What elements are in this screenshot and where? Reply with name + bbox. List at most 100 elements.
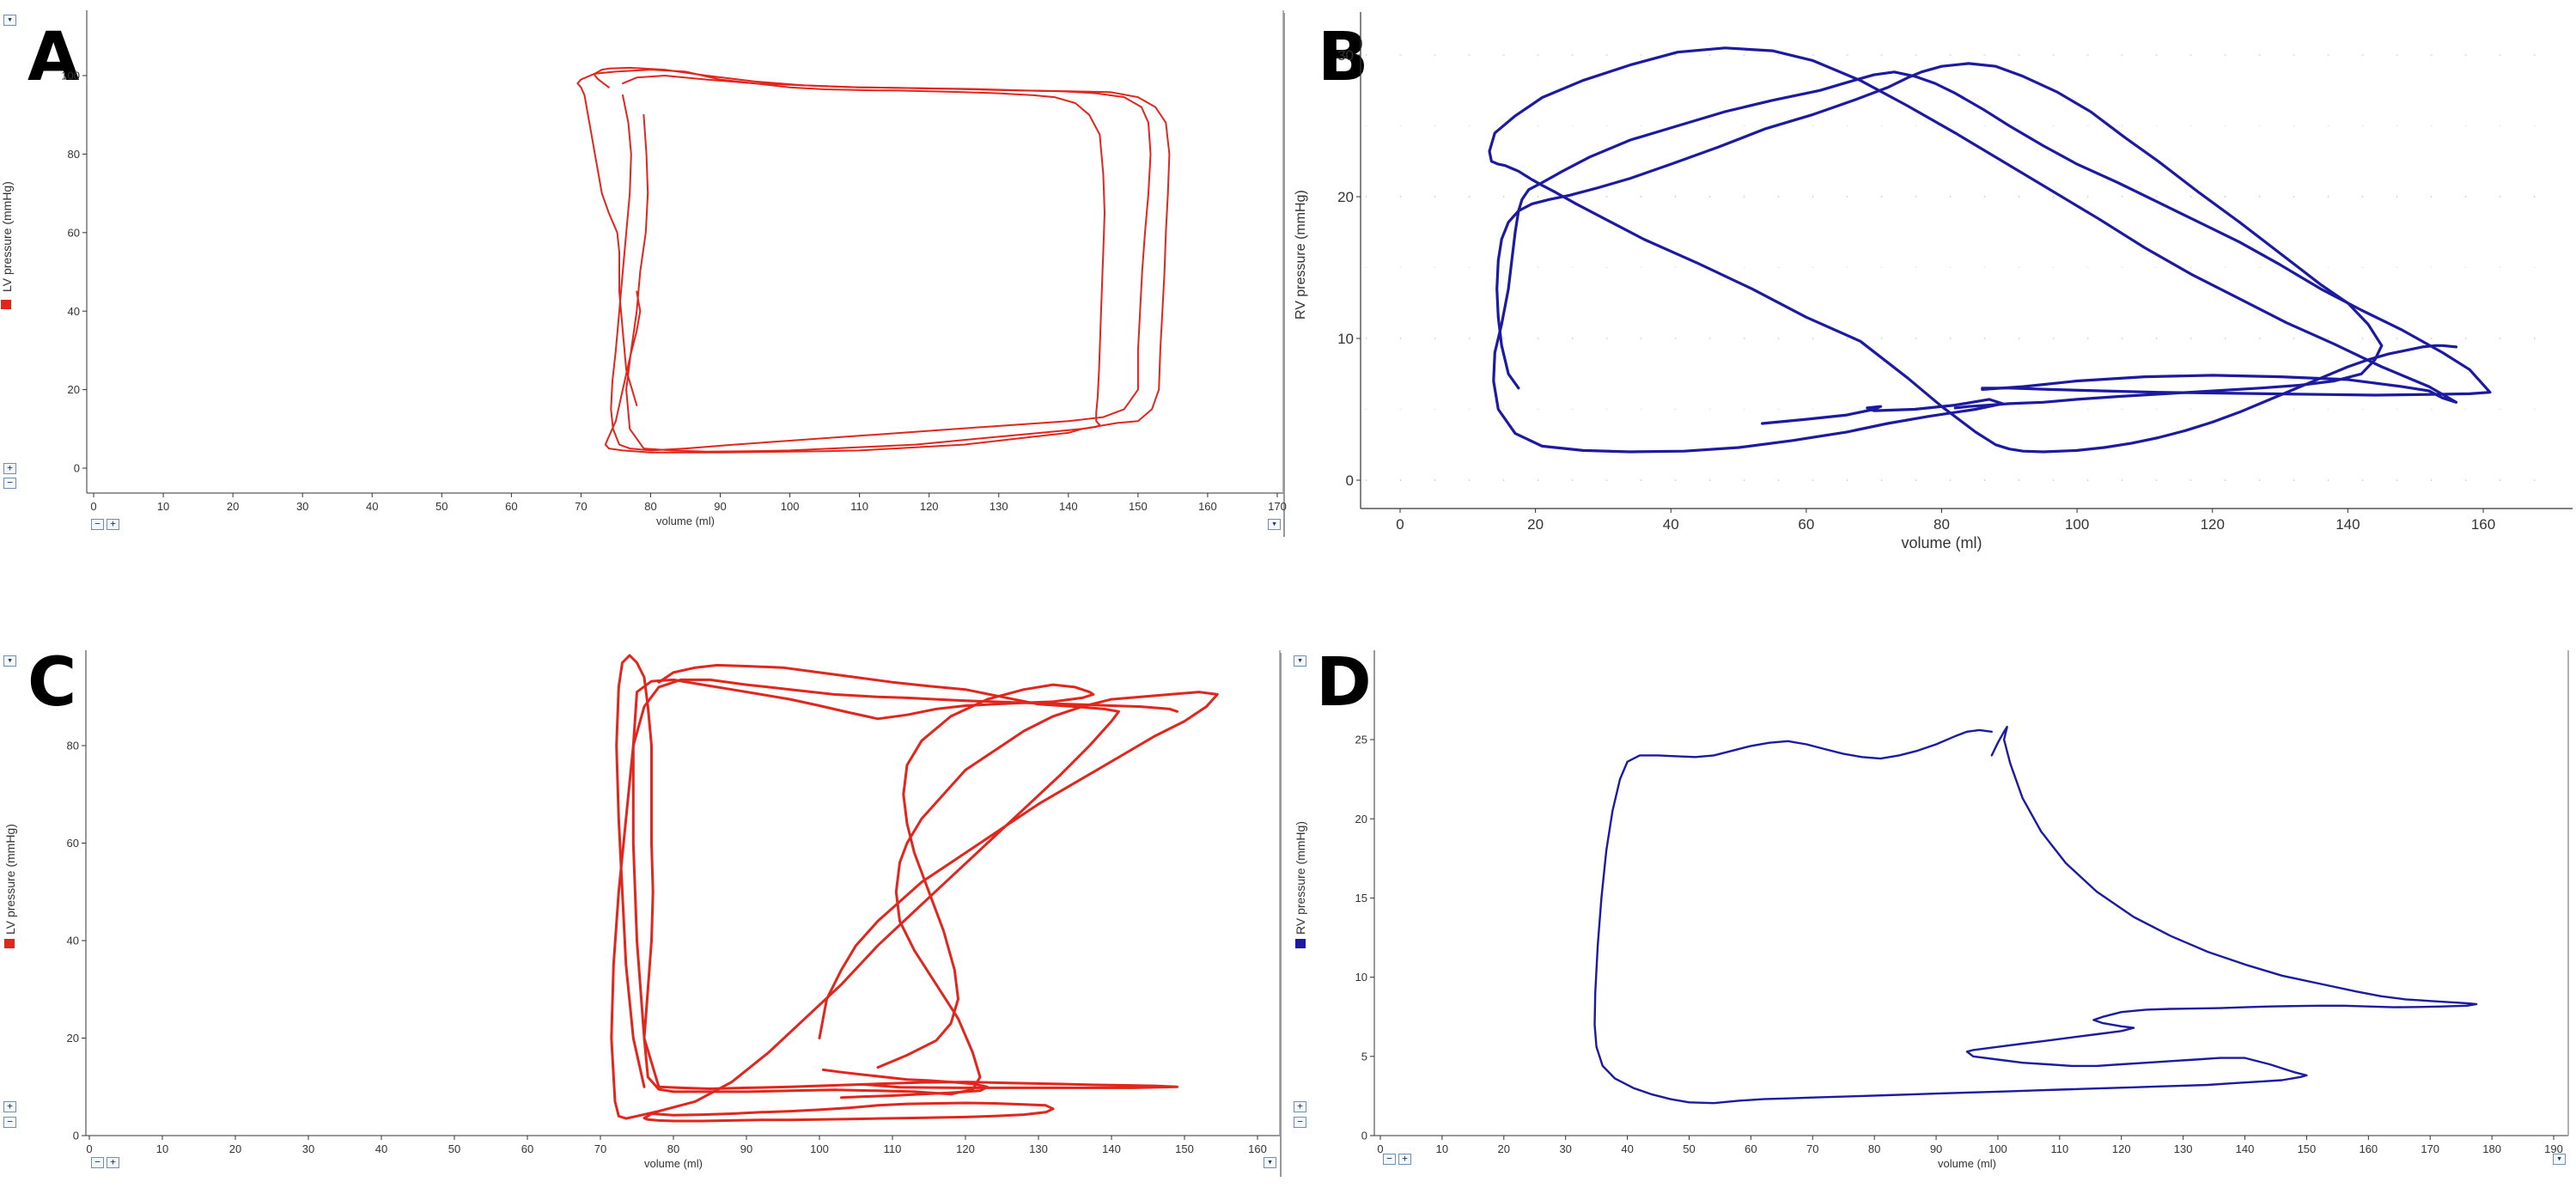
y-zoom-out-button[interactable]: − — [1294, 1117, 1306, 1128]
grid-dot — [2224, 479, 2226, 481]
grid-dot — [1537, 54, 1539, 56]
pv-loop-series-3 — [631, 678, 1178, 1090]
x-tick-label: 160 — [2471, 516, 2495, 533]
grid-dot — [1983, 479, 1986, 481]
grid-dot — [1640, 408, 1642, 411]
series-lines — [1593, 726, 2478, 1105]
y-tick-label: 10 — [1355, 971, 1367, 984]
grid-dot — [1365, 338, 1367, 339]
y-tick-label: 40 — [67, 935, 79, 947]
grid-dot — [2499, 266, 2501, 269]
panel-letter-a: A — [27, 19, 80, 96]
grid-dot — [2396, 266, 2398, 269]
grid-dot — [1434, 479, 1436, 481]
grid-dot — [1708, 125, 1711, 127]
grid-dot — [1640, 266, 1642, 269]
x-tick-label: 180 — [2482, 1142, 2501, 1155]
grid-dot — [2327, 196, 2329, 198]
grid-dot — [1983, 196, 1986, 198]
x-tick-label: 70 — [1806, 1142, 1818, 1155]
grid-dot — [2018, 54, 2020, 56]
grid-dot — [1983, 266, 1986, 269]
grid-dot — [1743, 266, 1745, 269]
x-scale-dropdown-button[interactable]: ▾ — [1264, 1157, 1276, 1168]
grid-dot — [2361, 196, 2364, 198]
x-tick-label: 100 — [810, 1142, 829, 1155]
grid-dot — [1537, 266, 1539, 269]
y-zoom-in-button[interactable]: + — [3, 1101, 16, 1112]
y-zoom-out-button[interactable]: − — [3, 478, 16, 489]
grid-dot — [1708, 54, 1711, 56]
grid-dot — [1983, 338, 1986, 339]
series-lines — [576, 66, 1171, 454]
x-tick-label: 150 — [2298, 1142, 2317, 1155]
grid-dot — [1571, 408, 1574, 411]
x-zoom-in-button[interactable]: + — [107, 519, 119, 530]
grid-dot — [1915, 54, 1917, 56]
grid-dot — [2396, 338, 2398, 339]
x-zoom-in-button[interactable]: + — [1398, 1154, 1411, 1165]
grid-dot — [2258, 266, 2261, 269]
x-ticks: 0 10 20 30 40 50 60 70 80 90 100 110 120 130 140 150 160… — [1377, 1136, 2563, 1155]
grid-dot — [1434, 54, 1436, 56]
x-tick-label: 120 — [956, 1142, 975, 1155]
x-tick-label: 50 — [435, 500, 448, 513]
grid-dot — [2018, 196, 2020, 198]
x-zoom-in-button[interactable]: + — [107, 1157, 119, 1168]
x-tick-label: 30 — [296, 500, 308, 513]
x-axis-label: volume (ml) — [656, 515, 715, 527]
grid-dot — [2224, 54, 2226, 56]
grid-dot — [1605, 338, 1608, 339]
grid-dot — [2464, 196, 2467, 198]
grid-dot — [1434, 408, 1436, 411]
grid-dot — [1365, 408, 1367, 411]
grid-dot — [1365, 54, 1367, 56]
x-zoom-out-button[interactable]: − — [91, 1157, 104, 1168]
pv-loop-series-3 — [1495, 62, 2384, 410]
x-tick-label: 40 — [366, 500, 378, 513]
x-tick-label: 40 — [1663, 516, 1679, 533]
y-tick-label: 100 — [61, 70, 80, 82]
grid-dot — [1571, 54, 1574, 56]
grid-dot — [2086, 266, 2089, 269]
grid-dot — [1743, 479, 1745, 481]
y-tick-label: 20 — [67, 1032, 79, 1045]
grid-dot — [2155, 338, 2158, 339]
grid-dot — [1502, 54, 1505, 56]
grid-dot — [2258, 54, 2261, 56]
grid-dot — [2361, 338, 2364, 339]
grid-dot — [2396, 125, 2398, 127]
x-tick-label: 0 — [1396, 516, 1404, 533]
grid-dot — [2293, 196, 2295, 198]
grid-dot — [1468, 408, 1471, 411]
grid-dot — [1605, 266, 1608, 269]
x-scale-dropdown-button[interactable]: ▾ — [2553, 1154, 2566, 1165]
y-scale-dropdown-button[interactable]: ▾ — [3, 655, 16, 667]
grid-dot — [1915, 479, 1917, 481]
grid-dot — [1502, 266, 1505, 269]
grid-dot — [2052, 479, 2055, 481]
grid-dot — [2533, 54, 2536, 56]
x-tick-label: 110 — [884, 1142, 902, 1155]
y-zoom-in-button[interactable]: + — [3, 463, 16, 474]
y-zoom-out-button[interactable]: − — [3, 1117, 16, 1128]
grid-dot — [2189, 408, 2192, 411]
grid-dot — [1777, 408, 1780, 411]
grid-dot — [2018, 266, 2020, 269]
y-tick-label: 60 — [68, 226, 80, 239]
y-tick-label: 5 — [1361, 1050, 1367, 1063]
x-tick-label: 120 — [920, 500, 939, 513]
grid-dot — [2155, 54, 2158, 56]
x-scale-dropdown-button[interactable]: ▾ — [1268, 519, 1281, 530]
y-zoom-in-button[interactable]: + — [1294, 1101, 1306, 1112]
grid-dot — [2361, 54, 2364, 56]
x-zoom-out-button[interactable]: − — [1383, 1154, 1396, 1165]
grid-dot — [1468, 479, 1471, 481]
x-tick-label: 160 — [1198, 500, 1217, 513]
grid-dot — [1880, 196, 1883, 198]
y-scale-dropdown-button[interactable]: ▾ — [3, 15, 16, 26]
x-zoom-out-button[interactable]: − — [91, 519, 104, 530]
grid-dot — [2293, 338, 2295, 339]
x-tick-label: 10 — [156, 1142, 168, 1155]
y-scale-dropdown-button[interactable]: ▾ — [1294, 655, 1306, 667]
